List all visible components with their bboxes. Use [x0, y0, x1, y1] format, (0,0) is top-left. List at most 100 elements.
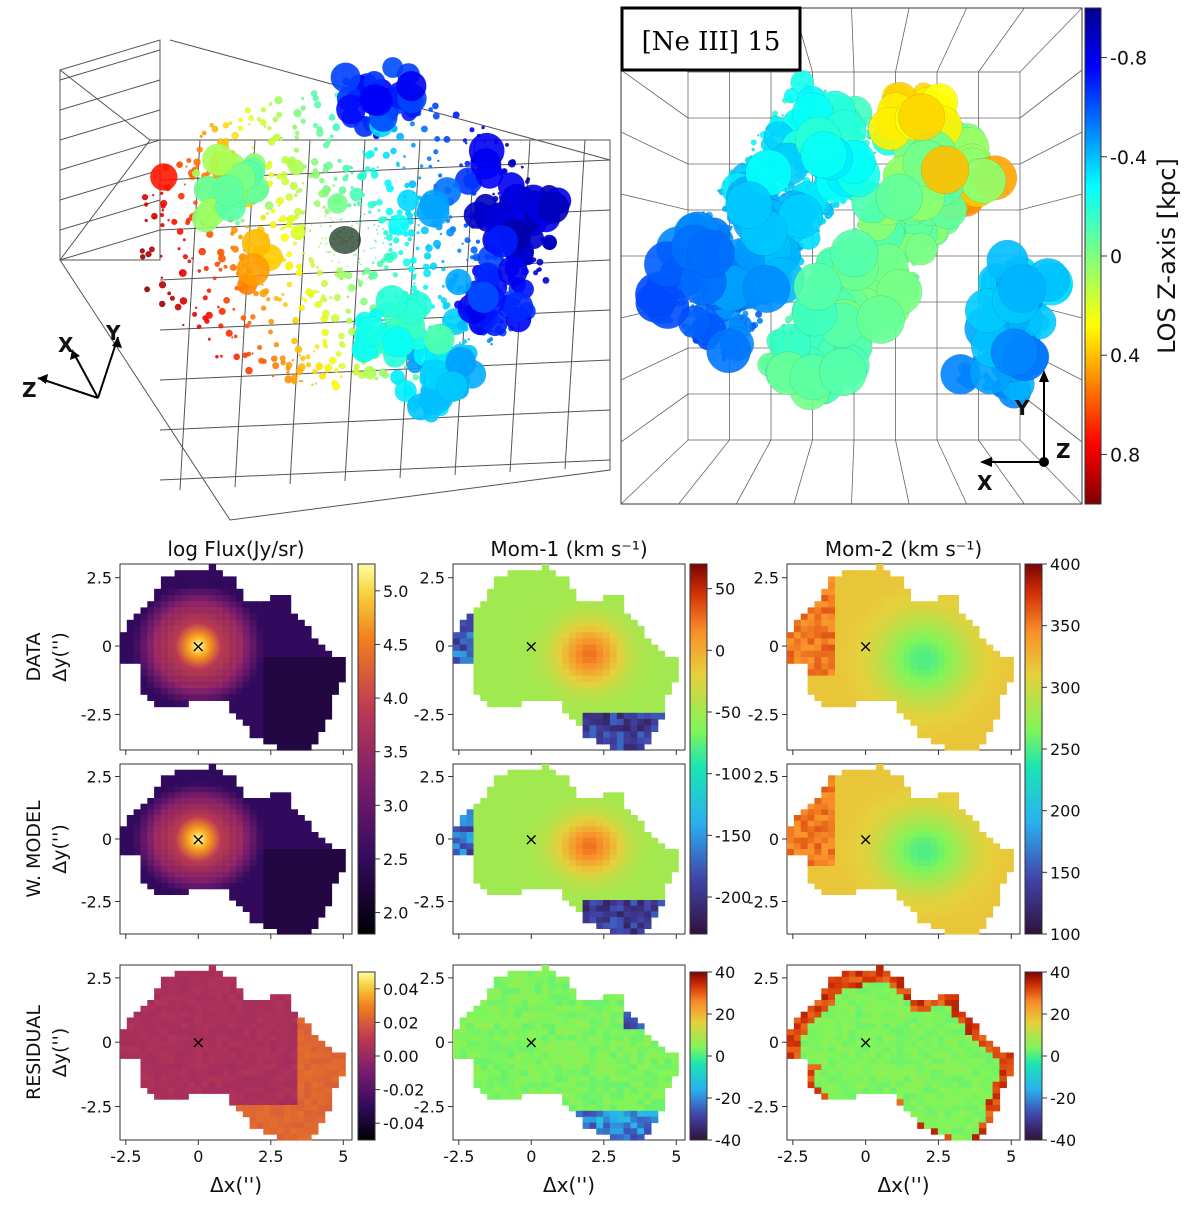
map-pixel	[283, 663, 292, 670]
cloud-point	[520, 165, 524, 169]
cloud-point	[322, 142, 330, 149]
map-pixel	[270, 894, 278, 901]
map-pixel	[174, 1075, 182, 1083]
cloud-point	[756, 317, 764, 324]
map-pixel	[167, 576, 176, 584]
cloud-point	[428, 164, 433, 169]
map-pixel	[174, 976, 182, 984]
map-pixel	[297, 657, 305, 664]
map-pixel	[229, 775, 237, 782]
cloud-point	[407, 237, 412, 242]
map-pixel	[229, 1040, 237, 1048]
map-pixel	[215, 1023, 223, 1030]
map-pixel	[147, 675, 155, 683]
map-pixel	[297, 905, 305, 912]
map-pixel	[256, 1064, 264, 1071]
map-pixel	[283, 860, 292, 867]
map-pixel	[229, 877, 237, 884]
map-pixel	[133, 837, 141, 844]
cloud-point	[412, 282, 416, 285]
map-pixel	[283, 1005, 292, 1013]
map-pixel	[222, 1005, 230, 1013]
map-pixel	[276, 900, 285, 907]
cloud-point	[312, 289, 318, 295]
cloud-point	[251, 145, 255, 149]
map-pixel	[174, 582, 182, 590]
map-pixel	[276, 1035, 285, 1042]
map-pixel	[242, 832, 251, 839]
map-pixel	[270, 1058, 278, 1065]
map-pixel	[154, 1040, 162, 1048]
map-pixel	[249, 905, 257, 912]
map-pixel	[276, 883, 285, 890]
cloud-point	[360, 213, 362, 216]
map-pixel	[242, 632, 251, 639]
cloud-point	[340, 342, 346, 348]
y-tick-label: 0	[102, 830, 112, 849]
map-pixel	[276, 1075, 285, 1083]
map-pixel	[154, 1058, 162, 1065]
map-pixel	[270, 626, 278, 633]
map-pixel	[270, 849, 278, 856]
map-pixel	[256, 638, 264, 646]
map-pixel	[133, 619, 141, 627]
map-pixel	[256, 1058, 264, 1065]
map-pixel	[270, 1093, 278, 1100]
map-pixel	[324, 871, 333, 878]
map-pixel	[304, 712, 312, 720]
map-pixel	[181, 1064, 189, 1071]
map-pixel	[229, 1099, 237, 1106]
map-pixel	[222, 1017, 230, 1024]
map-pixel	[120, 632, 128, 639]
y-tick-label: 2.5	[87, 768, 112, 787]
los-colorbar-label: LOS Z-axis [kpc]	[1153, 158, 1181, 354]
axis-label-z-oblique: Z	[22, 378, 37, 402]
map-pixel	[174, 576, 182, 584]
map-pixel	[317, 905, 326, 912]
map-pixel	[154, 669, 162, 677]
map-pixel	[215, 688, 223, 695]
map-pixel	[290, 883, 298, 890]
cloud-point	[376, 166, 379, 169]
map-pixel	[236, 595, 244, 602]
map-pixel	[208, 1023, 217, 1030]
map-pixel	[283, 626, 292, 633]
map-pixel	[297, 877, 305, 884]
map-pixel	[229, 675, 237, 683]
map-pixel	[283, 820, 292, 827]
cloud-point	[293, 241, 297, 246]
map-pixel	[167, 700, 176, 708]
map-pixel	[297, 725, 305, 732]
map-pixel	[283, 712, 292, 720]
map-pixel	[242, 854, 251, 861]
map-pixel	[283, 706, 292, 714]
map-pixel	[276, 1128, 285, 1135]
map-pixel	[270, 854, 278, 861]
map-pixel	[270, 1110, 278, 1118]
map-pixel	[263, 1105, 271, 1112]
map-pixel	[311, 737, 319, 745]
cloud-point	[486, 338, 492, 344]
map-pixel	[249, 626, 257, 633]
map-pixel	[304, 911, 312, 918]
map-pixel	[249, 832, 257, 839]
cloud-point	[282, 302, 288, 308]
map-pixel	[256, 1005, 264, 1013]
map-pixel	[160, 576, 169, 584]
map-pixel	[181, 769, 189, 776]
cloud-point	[378, 216, 386, 224]
map-pixel	[283, 638, 292, 646]
map-pixel	[236, 994, 244, 1001]
map-pixel	[249, 1087, 257, 1094]
cloud-point	[321, 237, 324, 240]
map-pixel	[215, 570, 223, 577]
map-pixel	[222, 1040, 230, 1048]
cloud-point	[429, 262, 438, 271]
cloud-point	[300, 379, 304, 383]
map-pixel	[270, 669, 278, 677]
cloud-point	[286, 281, 293, 288]
map-pixel	[188, 883, 196, 890]
map-pixel	[249, 675, 257, 683]
map-pixel	[154, 588, 162, 596]
cloud-point	[240, 314, 247, 321]
